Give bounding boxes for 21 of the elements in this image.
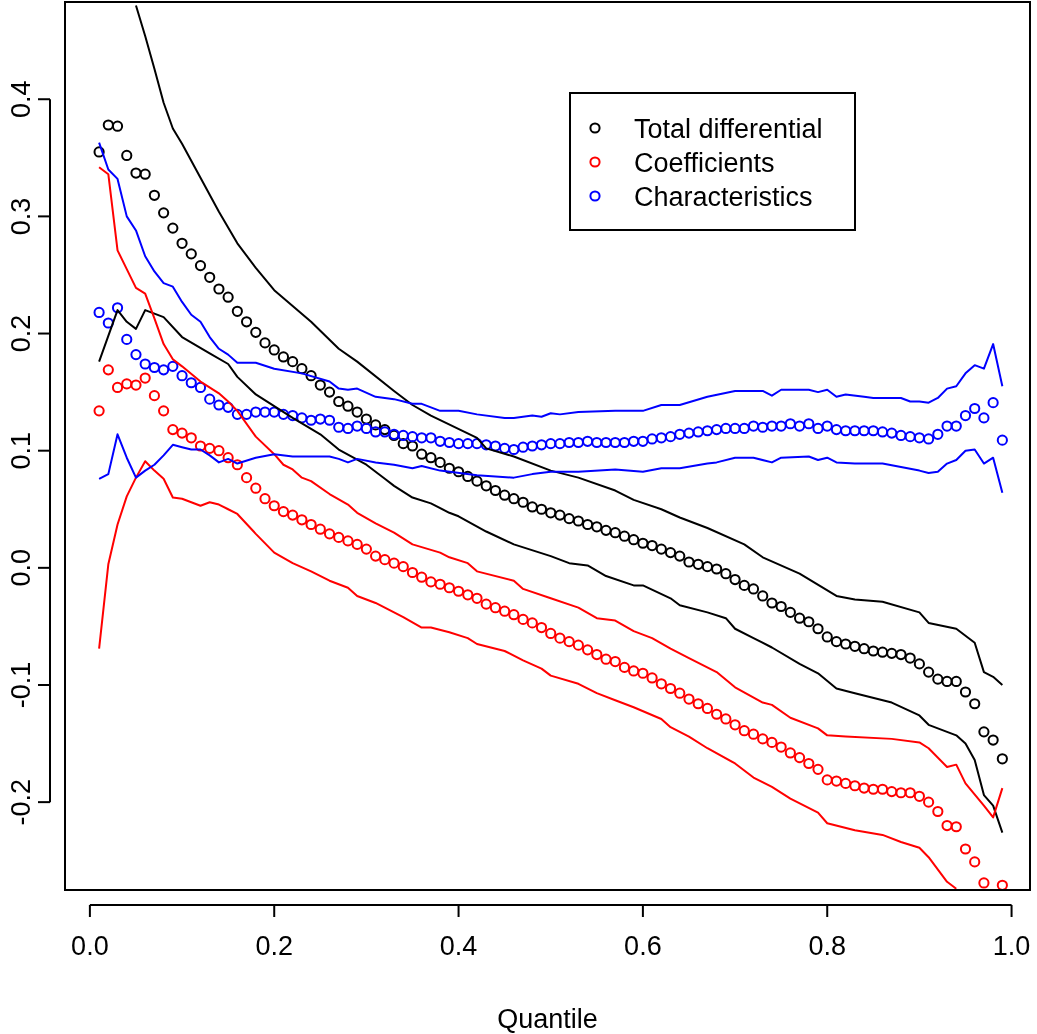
line-series: [98, 141, 1004, 419]
line-series: [98, 460, 958, 890]
line-series: [98, 433, 1004, 494]
x-tick-label: 0.2: [255, 931, 293, 961]
y-tick-label: 0.1: [6, 431, 36, 470]
x-tick-label: 0.6: [624, 931, 662, 961]
legend-label: Total differential: [634, 114, 823, 144]
x-tick-label: 0.0: [71, 931, 109, 961]
x-tick-label: 1.0: [992, 931, 1031, 961]
x-axis-title: Quantile: [497, 1004, 598, 1034]
y-tick-label: 0.2: [6, 314, 36, 353]
x-tick-label: 0.8: [808, 931, 846, 961]
legend-label: Coefficients: [634, 148, 775, 178]
y-tick-label: 0.0: [6, 549, 36, 587]
y-tick-label: 0.4: [6, 80, 36, 119]
x-tick-label: 0.4: [439, 931, 478, 961]
y-tick-label: -0.1: [6, 661, 36, 709]
legend-label: Characteristics: [634, 182, 813, 212]
y-tick-label: -0.2: [6, 778, 36, 826]
line-series: [134, 4, 1004, 686]
y-tick-label: 0.3: [6, 197, 36, 236]
